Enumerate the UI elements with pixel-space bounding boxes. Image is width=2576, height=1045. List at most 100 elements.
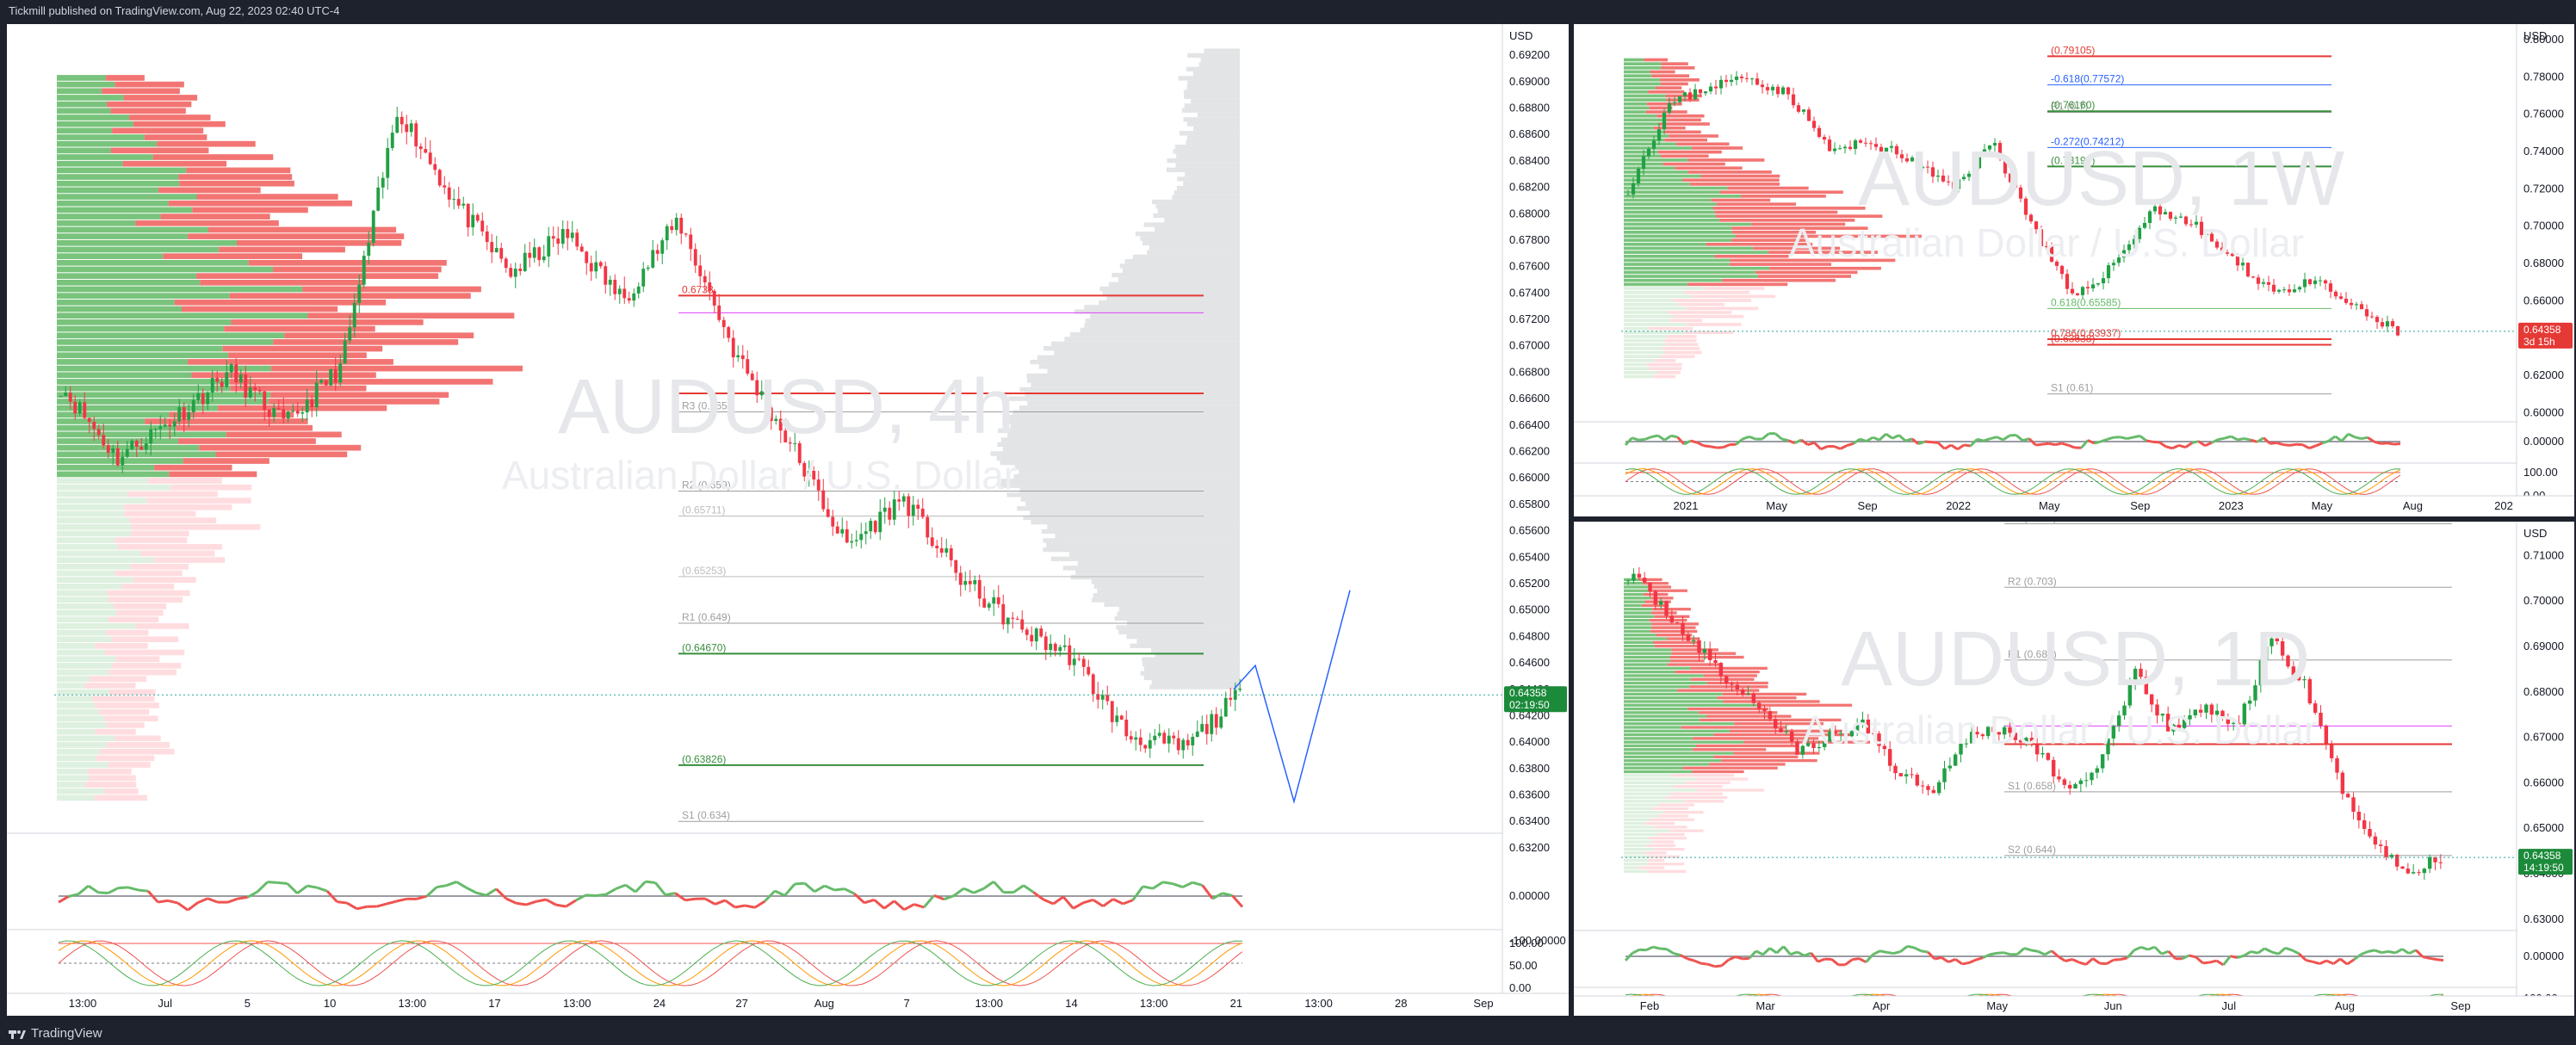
candle-body	[2204, 704, 2208, 713]
volume-bar-sell	[179, 180, 294, 187]
volume-bar-buy	[57, 101, 108, 108]
candle-body	[1898, 773, 1904, 776]
candle-body	[2349, 302, 2354, 306]
osc-segment	[1820, 445, 1829, 451]
candle-body	[2008, 727, 2012, 733]
volume-bar-sell	[1656, 114, 1705, 118]
volume-bar-sell	[1650, 818, 1695, 821]
level-label: S1 (0.61)	[2051, 382, 2093, 394]
volume-bar-sell	[110, 147, 209, 154]
osc-segment	[1112, 898, 1124, 906]
candle-body	[1006, 617, 1010, 625]
chart-panel-4h[interactable]: 0.6738 R3 (0.665) R2 (0.659) (0.65711) (0.65…	[7, 24, 1569, 1016]
volume-bar-buy	[57, 768, 89, 775]
chart-panel-1w[interactable]: (0.79105) -0.618(0.77572) R1 (0.7) (0.76160…	[1574, 24, 2574, 516]
candle-body	[1833, 731, 1838, 733]
volume-bar-buy	[57, 365, 271, 372]
volume-bar-buy	[1624, 634, 1656, 637]
candle-body	[64, 393, 68, 397]
profile-bar	[1140, 236, 1240, 241]
osc-segment	[2263, 947, 2273, 954]
candle-body	[1015, 618, 1019, 620]
volume-bar-sell	[273, 266, 442, 273]
volume-bar-buy	[1624, 114, 1657, 118]
candle-body	[1959, 744, 1963, 755]
time-axis-bg	[1574, 996, 2574, 1016]
osc-segment	[2147, 945, 2156, 951]
volume-bar-buy	[1624, 685, 1690, 689]
time-tick: Feb	[1640, 999, 1659, 1012]
volume-bar-sell	[135, 623, 189, 629]
volume-bar-sell	[1644, 851, 1667, 855]
osc-segment	[903, 903, 915, 912]
candle-body	[1667, 102, 1672, 113]
tradingview-logo[interactable]: TradingView	[9, 1026, 102, 1041]
volume-bar-buy	[57, 279, 201, 286]
candle-body	[2057, 776, 2061, 780]
volume-bar-sell	[273, 339, 459, 345]
candle-body	[2002, 727, 2007, 735]
stoch-tick: 100.00	[2523, 466, 2558, 479]
candle-body	[2073, 783, 2078, 789]
candle-body	[816, 479, 820, 491]
volume-bar-buy	[1624, 355, 1662, 359]
chart-1d-svg[interactable]: R3 (0.717)R2 (0.703)R1 (0.687)S1 (0.658)…	[1574, 522, 2574, 1016]
price-tick: 0.74000	[2523, 145, 2564, 158]
profile-bar	[1091, 579, 1240, 584]
volume-bar-buy	[1624, 234, 1736, 238]
volume-bar-buy	[1624, 226, 1732, 230]
candle-body	[1789, 731, 1794, 742]
osc-segment	[1638, 948, 1647, 952]
profile-bar	[1175, 163, 1240, 168]
osc-segment	[1162, 881, 1173, 886]
chart-panel-1d[interactable]: R3 (0.717)R2 (0.703)R1 (0.687)S1 (0.658)…	[1574, 522, 2574, 1016]
osc-segment	[2099, 962, 2107, 966]
volume-bar-buy	[57, 239, 237, 246]
candle-body	[2139, 668, 2143, 677]
volume-bar-buy	[57, 755, 96, 762]
profile-bar	[1002, 446, 1240, 452]
price-tick: 0.62000	[2523, 368, 2564, 381]
osc-segment	[416, 894, 427, 900]
candle-body	[1681, 622, 1685, 635]
osc-segment	[1913, 946, 1922, 953]
volume-bar-buy	[1624, 98, 1667, 102]
volume-bar-sell	[1687, 170, 1772, 174]
volume-bar-buy	[57, 140, 158, 147]
profile-bar	[1164, 218, 1240, 223]
osc-segment	[1703, 444, 1711, 448]
candle-body	[1087, 666, 1091, 675]
candle-body	[660, 240, 665, 254]
profile-bar	[1000, 437, 1240, 442]
volume-bar-buy	[1624, 729, 1730, 733]
profile-bar	[1186, 135, 1240, 140]
volume-bar-sell	[1720, 190, 1843, 195]
volume-bar-buy	[1624, 314, 1674, 318]
chart-1w-svg[interactable]: (0.79105)-0.618(0.77572)R1 (0.7)(0.76160…	[1574, 24, 2574, 516]
profile-bar	[1183, 181, 1240, 186]
volume-bar-sell	[99, 708, 150, 715]
osc-segment	[2277, 947, 2287, 955]
volume-bar-sell	[88, 768, 132, 775]
profile-bar	[1074, 309, 1240, 314]
profile-bar	[1054, 350, 1240, 356]
volume-bar-buy	[57, 75, 107, 81]
candle-body	[2340, 772, 2345, 795]
volume-bar-buy	[1624, 182, 1690, 186]
candle-body	[812, 470, 816, 480]
volume-bar-sell	[1649, 106, 1673, 110]
volume-bar-sell	[1654, 847, 1685, 851]
osc-segment	[2237, 954, 2245, 959]
volume-bar-buy	[57, 246, 220, 253]
osc-segment	[2161, 949, 2170, 955]
osc-segment	[1192, 881, 1204, 887]
candle-body	[257, 389, 262, 392]
volume-bar-buy	[1624, 597, 1651, 600]
osc-segment	[704, 897, 716, 906]
candle-body	[1119, 715, 1124, 720]
volume-bar-buy	[1624, 814, 1658, 818]
candle-body	[2354, 304, 2359, 306]
volume-bar-sell	[191, 372, 376, 379]
osc-segment	[1122, 899, 1134, 906]
